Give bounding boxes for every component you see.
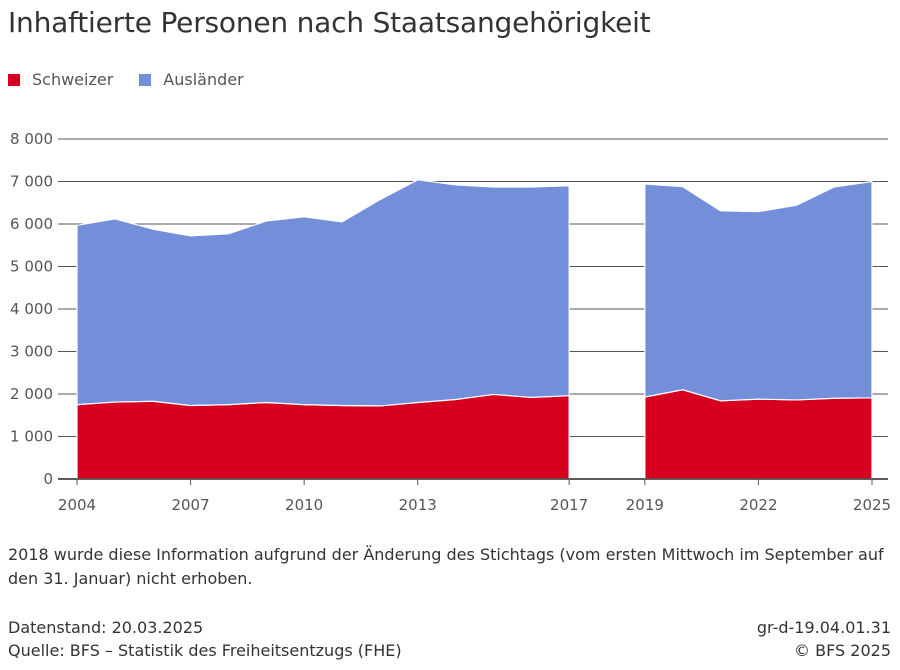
x-tick-label-2010: 2010 [285,496,323,514]
legend-item-schweizer[interactable]: Schweizer [8,70,113,89]
x-tick-label-2019: 2019 [626,496,664,514]
area-auslaender-segment-1 [76,179,570,407]
footer-right: gr-d-19.04.01.31 © BFS 2025 [757,616,891,662]
area-chart: 0 1 000 2 000 3 000 4 000 5 000 6 000 7 000 8 00… [10,130,891,514]
y-tick-label-1000: 1 000 [10,428,53,446]
area-auslaender-segment-2 [644,180,873,402]
axis-labels: 0 1 000 2 000 3 000 4 000 5 000 6 000 7 000 8 00… [10,130,891,514]
data-date: Datenstand: 20.03.2025 [8,618,204,637]
legend-item-auslaender[interactable]: Ausländer [139,70,244,89]
graphic-code: gr-d-19.04.01.31 [756,618,891,637]
y-tick-label-6000: 6 000 [10,215,53,233]
legend-label-schweizer: Schweizer [32,70,114,89]
y-tick-label-0: 0 [43,470,53,488]
x-tick-label-2004: 2004 [58,496,96,514]
y-tick-label-4000: 4 000 [10,300,53,318]
footer-left: Datenstand: 20.03.2025 Quelle: BFS – Sta… [8,616,402,662]
x-tick-label-2025: 2025 [853,496,891,514]
legend-label-auslaender: Ausländer [163,70,244,89]
area-schweizer-segment-2 [644,389,873,480]
legend-swatch-auslaender [139,73,152,86]
y-tick-label-2000: 2 000 [10,385,53,403]
x-tick-label-2022: 2022 [739,496,777,514]
legend: Schweizer Ausländer [8,70,270,89]
x-tick-label-2007: 2007 [171,496,209,514]
x-tick-label-2017: 2017 [550,496,588,514]
chart-title: Inhaftierte Personen nach Staatsangehöri… [8,6,651,39]
chart-note: 2018 wurde diese Information aufgrund de… [8,545,884,588]
x-tick-label-2013: 2013 [399,496,437,514]
y-tick-label-3000: 3 000 [10,343,53,361]
y-tick-label-5000: 5 000 [10,258,53,276]
copyright: © BFS 2025 [794,641,891,660]
source: Quelle: BFS – Statistik des Freiheitsent… [8,641,402,660]
area-series [58,179,888,480]
y-tick-label-7000: 7 000 [10,173,53,191]
y-tick-label-8000: 8 000 [10,130,53,148]
area-schweizer-segment-1 [76,393,570,480]
legend-swatch-schweizer [8,73,20,86]
